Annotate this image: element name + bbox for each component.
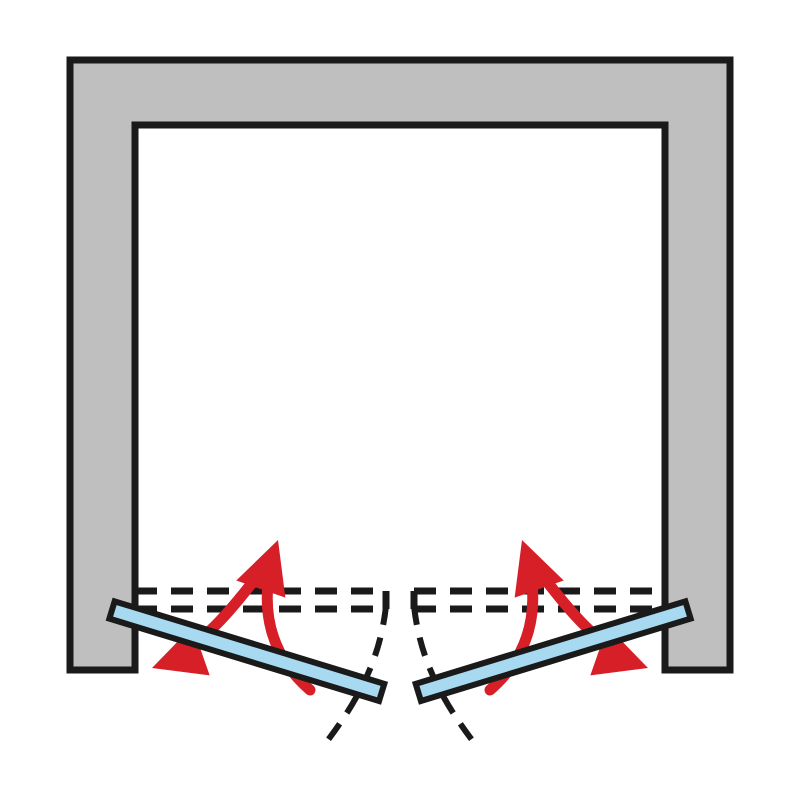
door-swing-diagram: [0, 0, 800, 800]
